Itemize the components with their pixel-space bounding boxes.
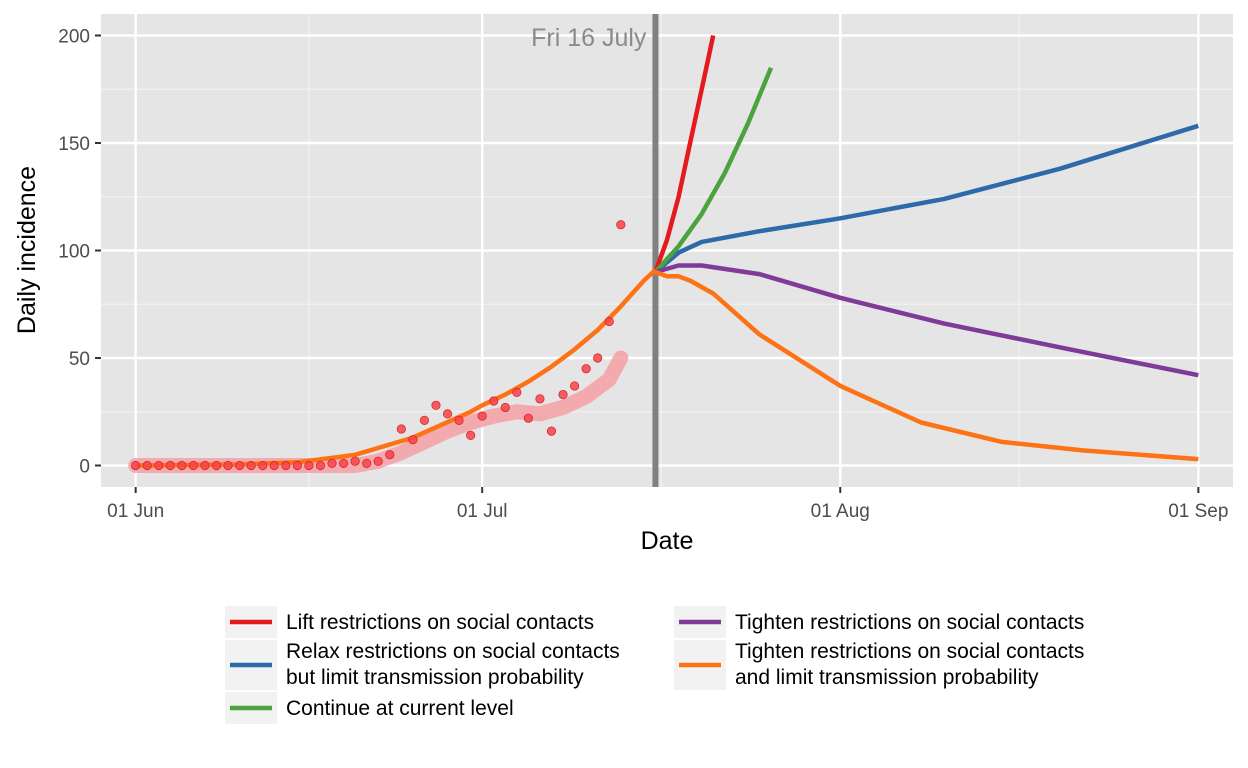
observed-point (523, 413, 533, 423)
observed-point (466, 430, 476, 440)
legend-label: Continue at current level (286, 697, 514, 720)
observed-point (258, 460, 268, 471)
observed-point (442, 409, 453, 419)
observed-point (315, 460, 326, 471)
series-layer (135, 35, 1199, 468)
series-line-lift-restrictions-on-social-contacts (653, 35, 716, 273)
observed-point (223, 460, 233, 471)
observed-point (373, 456, 383, 466)
series-line-tighten-restrictions-on-social-contacts (654, 263, 1199, 378)
observed-point (454, 415, 464, 425)
observed-point (569, 381, 580, 391)
observed-point (154, 460, 164, 471)
observed-point (235, 460, 245, 471)
legend-label: Lift restrictions on social contacts (286, 611, 594, 634)
series-line-fitted (135, 268, 657, 468)
observed-point (385, 450, 395, 460)
observed-point (131, 460, 141, 471)
observed-point (500, 402, 510, 413)
observed-point (269, 460, 279, 471)
observed-point (165, 460, 175, 471)
observed-point (581, 364, 591, 374)
observed-point (477, 411, 487, 421)
observed-point (419, 415, 430, 425)
observed-point (142, 460, 152, 471)
legend: Lift restrictions on social contacts Rela… (224, 600, 1141, 740)
observed-point (304, 460, 314, 471)
observed-point (292, 460, 302, 471)
y-tick-label: 0 (79, 457, 90, 478)
observed-point (535, 394, 545, 404)
x-axis-title: Date (641, 527, 694, 555)
observed-point (281, 460, 291, 471)
observed-point (408, 435, 418, 445)
legend-label: Tighten restrictions on social contacts (735, 640, 1084, 663)
y-tick-label: 150 (58, 134, 90, 155)
observed-point (362, 458, 372, 468)
x-tick-label: 01 Jun (107, 501, 164, 522)
y-axis: 0 50 100 150 200 (58, 27, 101, 478)
observed-point (350, 456, 360, 466)
legend-label: but limit transmission probability (286, 666, 584, 689)
observed-point (188, 460, 199, 471)
series-line-relax-restrictions-on-social-contacts-but-limit-transmission-probability (653, 123, 1199, 274)
x-tick-label: 01 Aug (811, 501, 870, 522)
observed-point (616, 220, 626, 230)
x-axis: 01 Jun 01 Jul 01 Aug 01 Sep (107, 487, 1228, 522)
observed-point (489, 396, 499, 406)
legend-label: and limit transmission probability (735, 666, 1039, 689)
y-tick-label: 200 (58, 27, 90, 48)
legend-label: Relax restrictions on social contacts (286, 640, 620, 663)
vline-label: Fri 16 July (531, 24, 647, 52)
observed-points-layer (131, 220, 626, 471)
series-line-tighten-restrictions-on-social-contacts-and-limit-transmission-probability (654, 269, 1199, 462)
observed-point (338, 458, 349, 468)
y-tick-label: 100 (58, 242, 90, 263)
y-tick-label: 50 (69, 349, 90, 370)
observed-point (327, 458, 337, 468)
vline-layer: Fri 16 July (531, 14, 659, 487)
observed-point (604, 316, 614, 327)
observed-point (431, 400, 441, 410)
observed-point (512, 387, 522, 397)
observed-point (211, 460, 222, 471)
grid-major (101, 14, 1233, 487)
observed-point (177, 460, 187, 471)
x-tick-label: 01 Sep (1168, 501, 1228, 522)
observed-point (246, 460, 256, 471)
observed-point (200, 460, 210, 471)
legend-label: Tighten restrictions on social contacts (735, 611, 1084, 634)
observed-point (593, 353, 603, 363)
x-tick-label: 01 Jul (457, 501, 508, 522)
y-axis-title: Daily incidence (13, 166, 41, 334)
series-line-continue-at-current-level (653, 66, 774, 274)
observed-point (558, 389, 568, 400)
observed-point (396, 424, 406, 434)
observed-point (546, 426, 557, 436)
